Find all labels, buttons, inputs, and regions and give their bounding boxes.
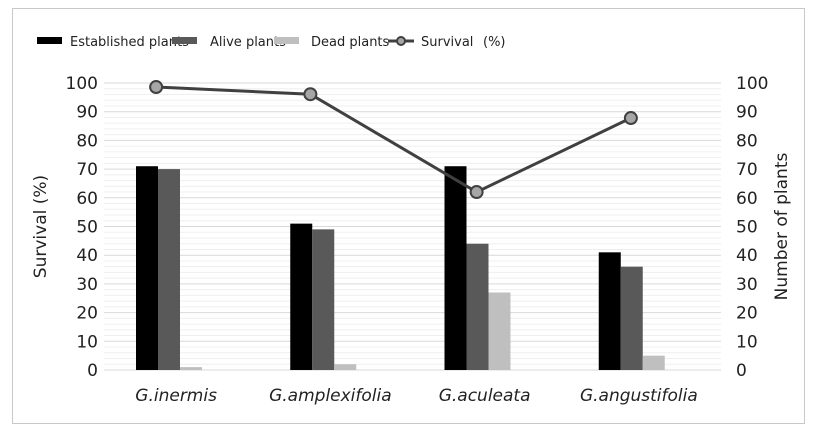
left-tick-label: 50 <box>76 218 98 238</box>
bar-alive-plants <box>620 266 643 370</box>
right-axis-label: Number of plants <box>772 153 792 301</box>
bar-alive-plants <box>312 229 335 370</box>
left-tick-label: 60 <box>76 189 98 209</box>
bar-alive-plants <box>158 169 180 370</box>
left-tick-label: 20 <box>76 304 98 324</box>
right-tick-label: 100 <box>736 74 768 94</box>
left-tick-label: 90 <box>76 103 98 123</box>
legend-swatch <box>37 37 62 44</box>
survival-marker <box>469 185 484 200</box>
chart-frame <box>12 8 805 424</box>
category-label: G.aculeata <box>439 386 531 406</box>
left-tick-label: 30 <box>76 275 98 295</box>
legend-label: Survival <box>421 35 473 50</box>
right-tick-label: 50 <box>736 218 758 238</box>
left-tick-label: 100 <box>66 74 98 94</box>
legend-marker-swatch <box>396 36 406 46</box>
survival-marker <box>149 80 164 95</box>
bar-established-plants <box>444 166 467 370</box>
right-tick-label: 70 <box>736 160 758 180</box>
legend-swatch <box>274 37 299 44</box>
legend-unit: (%) <box>483 35 506 50</box>
left-tick-label: 70 <box>76 160 98 180</box>
left-tick-label: 0 <box>87 361 98 381</box>
bar-dead-plants <box>180 367 202 370</box>
survival-marker <box>303 87 318 102</box>
bar-alive-plants <box>466 243 489 370</box>
category-label: G.angustifolia <box>580 386 698 406</box>
bar-established-plants <box>598 252 621 370</box>
right-tick-label: 60 <box>736 189 758 209</box>
legend-label: Dead plants <box>311 35 390 50</box>
right-tick-label: 90 <box>736 103 758 123</box>
left-axis-label: Survival (%) <box>31 175 51 278</box>
bar-dead-plants <box>334 364 357 370</box>
category-label: G.inermis <box>135 386 217 406</box>
left-tick-label: 10 <box>76 332 98 352</box>
survival-marker <box>623 111 638 126</box>
legend-label: Established plants <box>70 35 189 50</box>
right-tick-label: 20 <box>736 304 758 324</box>
legend-swatch <box>172 37 197 44</box>
left-tick-label: 80 <box>76 131 98 151</box>
bar-established-plants <box>136 166 158 370</box>
right-tick-label: 10 <box>736 332 758 352</box>
category-label: G.amplexifolia <box>269 386 392 406</box>
right-tick-label: 80 <box>736 131 758 151</box>
right-tick-label: 40 <box>736 246 758 266</box>
right-tick-label: 0 <box>736 361 747 381</box>
legend-label: Alive plants <box>210 35 286 50</box>
left-tick-label: 40 <box>76 246 98 266</box>
bar-dead-plants <box>488 292 511 370</box>
bar-dead-plants <box>642 355 665 370</box>
survival-line <box>156 85 632 194</box>
right-tick-label: 30 <box>736 275 758 295</box>
bar-established-plants <box>290 223 313 370</box>
